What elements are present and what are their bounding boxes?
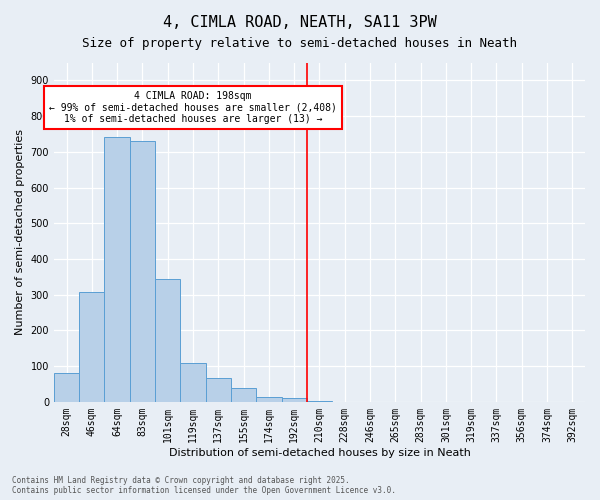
- Bar: [54, 374, 79, 402]
- Text: Contains HM Land Registry data © Crown copyright and database right 2025.
Contai: Contains HM Land Registry data © Crown c…: [12, 476, 396, 495]
- Bar: [155, 280, 181, 402]
- Bar: [181, 363, 206, 402]
- Bar: [307, 401, 332, 402]
- Text: 4, CIMLA ROAD, NEATH, SA11 3PW: 4, CIMLA ROAD, NEATH, SA11 3PW: [163, 15, 437, 30]
- X-axis label: Distribution of semi-detached houses by size in Neath: Distribution of semi-detached houses by …: [169, 448, 470, 458]
- Bar: [231, 388, 256, 402]
- Bar: [281, 398, 307, 402]
- Text: 4 CIMLA ROAD: 198sqm
← 99% of semi-detached houses are smaller (2,408)
1% of sem: 4 CIMLA ROAD: 198sqm ← 99% of semi-detac…: [49, 91, 337, 124]
- Text: Size of property relative to semi-detached houses in Neath: Size of property relative to semi-detach…: [83, 38, 517, 51]
- Bar: [104, 137, 130, 402]
- Y-axis label: Number of semi-detached properties: Number of semi-detached properties: [15, 129, 25, 335]
- Bar: [206, 378, 231, 402]
- Bar: [79, 292, 104, 402]
- Bar: [130, 142, 155, 402]
- Bar: [256, 397, 281, 402]
